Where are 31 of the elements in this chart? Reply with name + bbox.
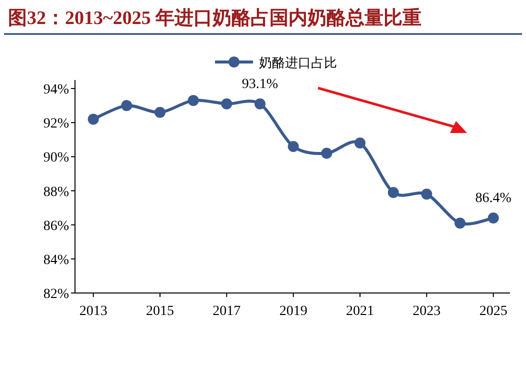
point (454, 218, 466, 229)
point (288, 140, 299, 152)
data-label: 93.1% (242, 76, 278, 92)
legend-label: 奶酪进口占比 (259, 56, 337, 71)
x-tick-label: 2019 (279, 304, 308, 319)
point (354, 138, 366, 149)
y-tick-label: 92% (43, 116, 70, 132)
point (421, 188, 432, 200)
point (121, 100, 132, 112)
x-tick-label: 2021 (346, 304, 374, 319)
point (321, 148, 332, 159)
point (188, 94, 199, 106)
y-tick-label: 88% (43, 184, 70, 200)
x-tick-label: 2023 (412, 304, 441, 319)
point (221, 98, 232, 110)
point (254, 98, 266, 110)
point (88, 114, 99, 125)
chart-title: 图32：2013~2025 年进口奶酪占国内奶酪总量比重 (8, 7, 422, 29)
x-tick-label: 2025 (479, 304, 508, 319)
x-tick-label: 2013 (79, 304, 108, 319)
x-tick-label: 2017 (212, 304, 241, 319)
y-tick-label: 84% (43, 252, 70, 268)
point (488, 212, 499, 224)
data-label: 86.4% (475, 191, 512, 206)
point (154, 106, 166, 118)
y-tick-label: 90% (43, 150, 70, 166)
y-tick-label: 94% (43, 82, 70, 98)
y-tick-label: 86% (43, 218, 70, 234)
point (388, 186, 399, 198)
x-tick-label: 2015 (146, 304, 174, 319)
y-tick-label: 82% (43, 287, 70, 302)
